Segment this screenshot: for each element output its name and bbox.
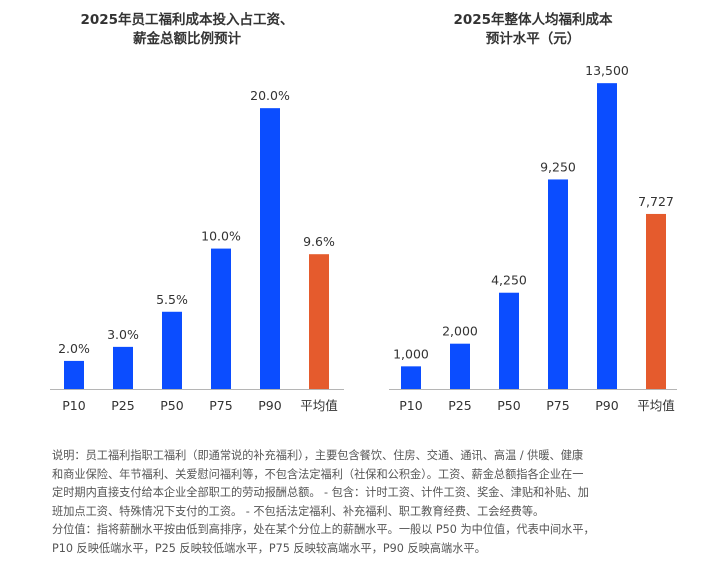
x-tick-P75: P75 bbox=[209, 398, 232, 413]
notes-line-3: 定时期内直接支付给本企业全部职工的劳动报酬总额。 - 包含：计时工资、计件工资、… bbox=[52, 486, 589, 500]
chart-benefit-ratio: 2025年员工福利成本投入占工资、薪金总额比例预计 2.0% P10 3.0% P25 5… bbox=[50, 11, 344, 413]
data-label-平均值: 9.6% bbox=[303, 234, 335, 249]
data-label-P50: 5.5% bbox=[156, 292, 188, 307]
x-tick-P10: P10 bbox=[399, 398, 422, 413]
chart-title-line-2: 预计水平（元） bbox=[486, 30, 581, 47]
bar-平均值 bbox=[646, 213, 666, 389]
x-tick-P90: P90 bbox=[258, 398, 281, 413]
x-tick-平均值: 平均值 bbox=[300, 398, 338, 413]
data-label-P50: 4,250 bbox=[491, 273, 527, 288]
bar-P10 bbox=[64, 360, 84, 389]
data-label-P90: 20.0% bbox=[250, 88, 290, 103]
bar-平均值 bbox=[309, 254, 329, 389]
x-tick-P10: P10 bbox=[62, 398, 85, 413]
chart-title-line-2: 薪金总额比例预计 bbox=[133, 30, 241, 47]
data-label-P10: 1,000 bbox=[393, 346, 429, 361]
data-label-平均值: 7,727 bbox=[638, 194, 674, 209]
data-label-P90: 13,500 bbox=[585, 63, 629, 78]
bar-P90 bbox=[260, 108, 280, 390]
x-tick-P90: P90 bbox=[595, 398, 618, 413]
bar-P75 bbox=[211, 248, 231, 389]
bar-P50 bbox=[499, 292, 519, 389]
x-tick-P50: P50 bbox=[160, 398, 183, 413]
data-label-P10: 2.0% bbox=[58, 341, 90, 356]
notes-line-1: 说明：员工福利指职工福利（即通常说的补充福利），主要包含餐饮、住房、交通、通讯、… bbox=[52, 449, 584, 462]
bar-P10 bbox=[401, 366, 421, 389]
bar-P25 bbox=[450, 343, 470, 389]
data-label-P25: 3.0% bbox=[107, 327, 139, 342]
x-tick-P50: P50 bbox=[497, 398, 520, 413]
bar-P25 bbox=[113, 346, 133, 389]
notes-line-4: 班加点工资、特殊情况下支付的工资。 - 不包括法定福利、补充福利、职工教育经费、… bbox=[52, 504, 545, 518]
notes-line-6: P10 反映低端水平，P25 反映较低端水平，P75 反映较高端水平，P90 反… bbox=[52, 541, 486, 555]
notes-line-2: 和商业保险、年节福利、关爱慰问福利等，不包含法定福利（社保和公积金）。工资、薪金… bbox=[52, 467, 584, 481]
data-label-P25: 2,000 bbox=[442, 324, 478, 339]
chart-notes: 说明：员工福利指职工福利（即通常说的补充福利），主要包含餐饮、住房、交通、通讯、… bbox=[52, 447, 692, 559]
x-tick-P25: P25 bbox=[111, 398, 134, 413]
x-tick-平均值: 平均值 bbox=[637, 398, 675, 413]
data-label-P75: 10.0% bbox=[201, 229, 241, 244]
x-tick-P75: P75 bbox=[546, 398, 569, 413]
chart-title-line-1: 2025年员工福利成本投入占工资、 bbox=[80, 11, 293, 28]
x-tick-P25: P25 bbox=[448, 398, 471, 413]
bar-P50 bbox=[162, 311, 182, 389]
notes-line-5: 分位值：指将薪酬水平按由低到高排序，处在某个分位上的薪酬水平。一般以 P50 为… bbox=[52, 523, 595, 537]
bar-P90 bbox=[597, 83, 617, 390]
bar-P75 bbox=[548, 179, 568, 389]
chart-title-line-1: 2025年整体人均福利成本 bbox=[453, 11, 613, 28]
data-label-P75: 9,250 bbox=[540, 159, 576, 174]
